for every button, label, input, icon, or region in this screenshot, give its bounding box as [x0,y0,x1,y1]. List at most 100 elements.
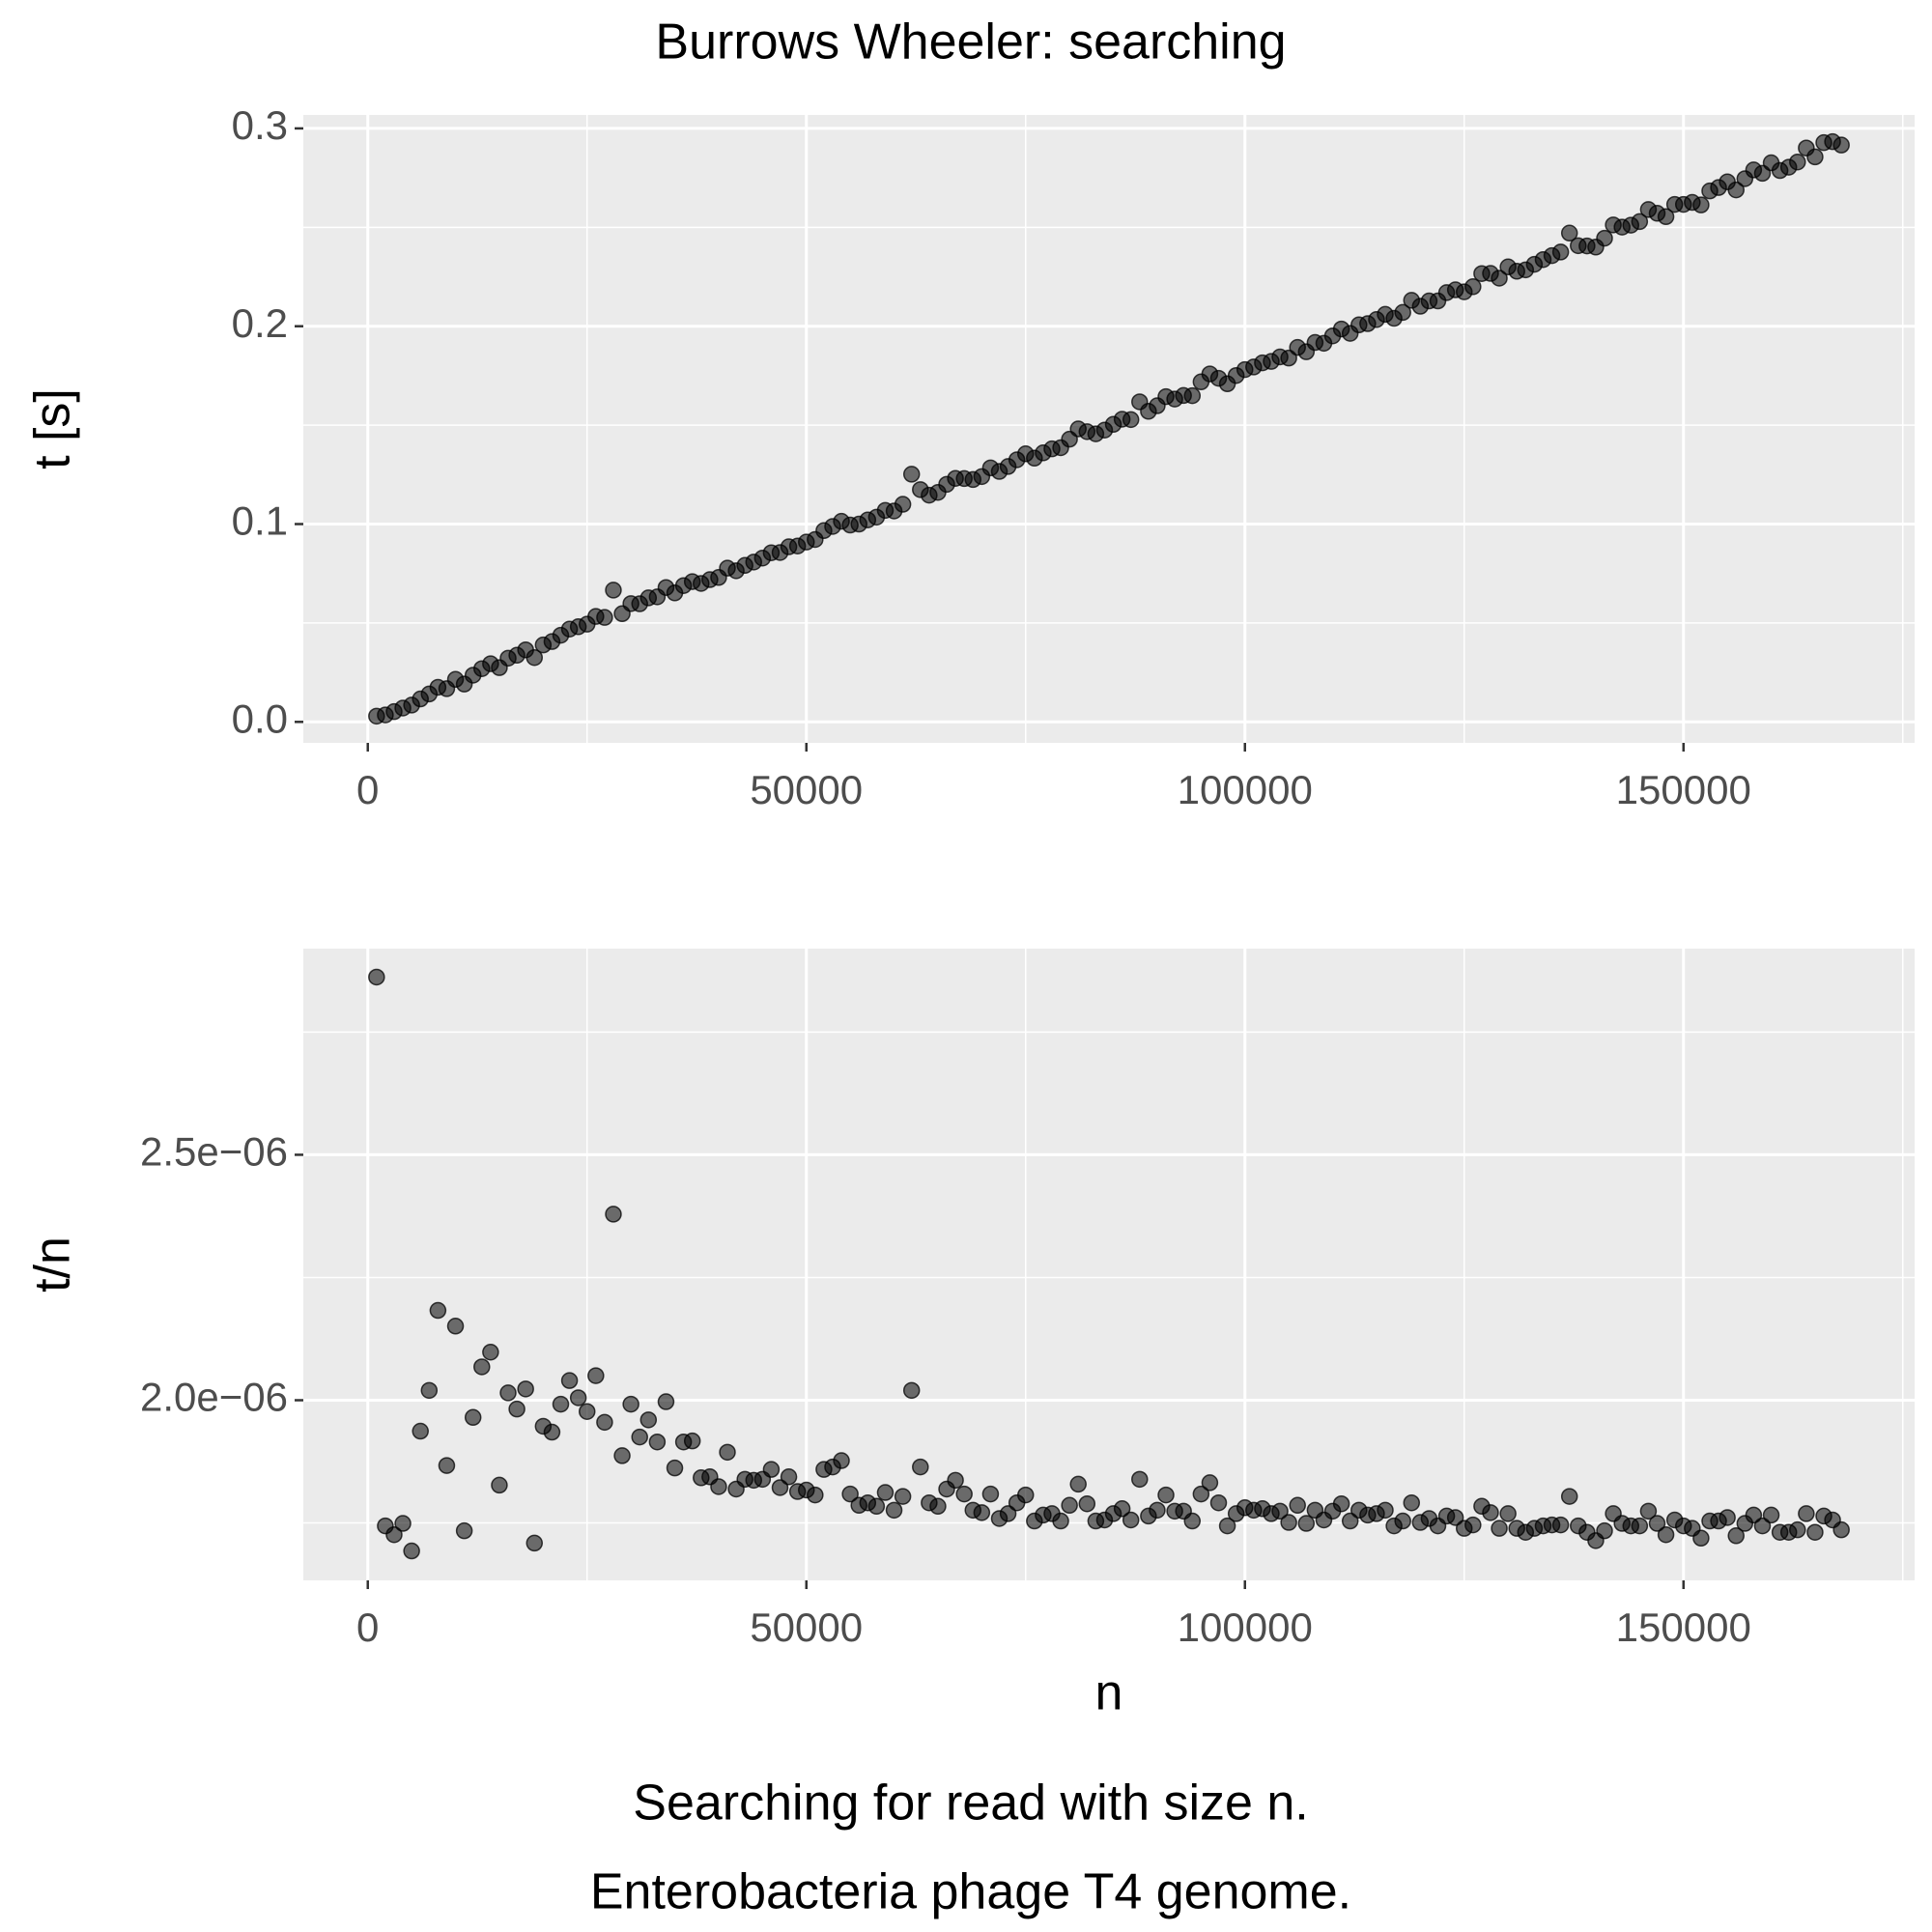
point [596,609,613,626]
point [1596,229,1613,247]
point [499,1384,517,1402]
y-tick-label: 0.2 [232,300,288,346]
x-axis-label: n [1095,1665,1123,1721]
point [1745,1506,1763,1524]
point [683,1432,701,1450]
point [807,1486,824,1504]
point [1218,1517,1236,1535]
x-tick-label: 100000 [1178,767,1313,812]
point [1789,153,1806,171]
point [1394,303,1411,322]
y-tick-label: 0.3 [232,102,288,148]
point [403,1542,420,1560]
point [429,1301,447,1320]
x-tick-label: 50000 [750,1605,863,1650]
point [666,1459,684,1477]
x-tick-label: 0 [356,767,379,812]
point [385,1525,403,1544]
caption: Enterobacteria phage T4 genome. [590,1864,1351,1920]
point [1209,1493,1228,1512]
point [1061,1496,1078,1515]
point [560,1372,579,1389]
point [1122,1511,1140,1529]
point [1499,1505,1517,1522]
point [1297,1515,1316,1532]
point [1762,1506,1780,1524]
point [1289,1496,1306,1515]
point [894,496,912,513]
point [1157,1486,1175,1504]
point [639,1411,658,1429]
point [1727,1527,1745,1545]
point [1113,1500,1131,1518]
point [587,1367,605,1384]
point [947,1471,964,1490]
y-axis-label: t/n [25,1236,81,1293]
x-tick-label: 0 [356,1605,379,1650]
point [1753,1517,1772,1535]
x-tick-label: 150000 [1616,767,1751,812]
point [1727,181,1745,199]
point [1719,1509,1736,1526]
caption: Searching for read with size n. [633,1776,1308,1832]
point [526,648,544,667]
chart-title: Burrows Wheeler: searching [655,14,1286,71]
point [876,1484,895,1501]
point [605,582,622,599]
point [1692,1529,1710,1548]
point [1280,1514,1297,1531]
point [1833,136,1850,154]
point [1016,1486,1035,1504]
point [420,1381,439,1400]
point [929,1497,947,1516]
point [902,466,921,483]
point [569,1389,587,1406]
point [631,1428,648,1446]
point [1833,1520,1850,1539]
y-tick-label: 2.5e−06 [140,1129,288,1175]
point [1806,148,1824,166]
point [1560,224,1578,242]
point [1183,1512,1202,1530]
point [473,1358,491,1376]
point [1052,1512,1069,1530]
point [999,1505,1017,1522]
point [1657,1525,1675,1544]
point [771,1479,789,1496]
point [455,1521,473,1540]
point [912,1458,929,1476]
point [526,1534,544,1552]
point [412,1422,429,1440]
point [1631,213,1649,231]
point [1648,1515,1666,1532]
point [780,1468,798,1486]
point [368,968,385,986]
point [719,1443,736,1462]
point [1551,243,1570,261]
point [1271,1502,1289,1520]
point [552,1395,570,1413]
point [885,1501,903,1520]
point [867,1497,886,1516]
point [1639,1502,1658,1520]
point [981,1485,1000,1503]
point [1692,196,1710,213]
point [491,1476,508,1494]
point [1183,386,1202,405]
point [1631,1517,1649,1535]
point [446,1318,465,1335]
point [605,1206,622,1223]
point [1657,208,1675,226]
point [508,1400,526,1418]
point [1394,1512,1411,1530]
point [1069,1475,1087,1493]
x-tick-label: 150000 [1616,1605,1751,1650]
point [657,1393,675,1410]
point [1131,1470,1149,1489]
point [1446,1509,1464,1526]
point [1122,411,1140,429]
point [1560,1488,1578,1505]
point [1464,278,1482,296]
point [464,1408,482,1427]
point [1464,1516,1482,1534]
